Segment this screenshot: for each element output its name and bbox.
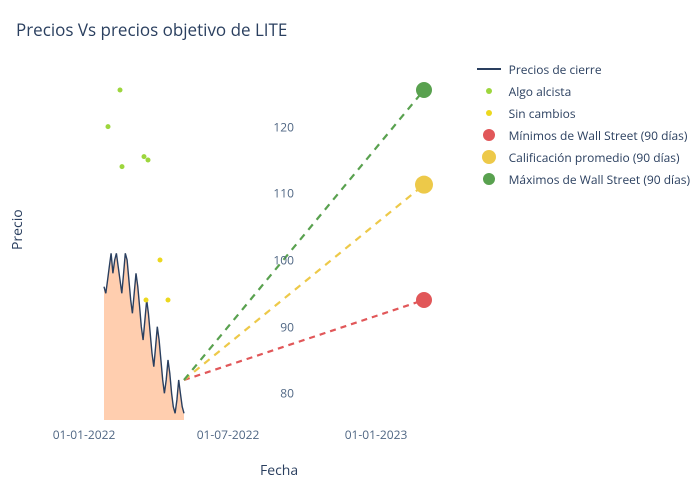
legend-swatch — [475, 84, 503, 98]
legend-item: Sin cambios — [475, 104, 690, 122]
legend-label: Algo alcista — [509, 83, 572, 100]
legend-swatch — [475, 62, 503, 76]
projection-min — [184, 300, 424, 380]
legend-label: Precios de cierre — [509, 61, 602, 78]
projection-avg — [184, 185, 424, 380]
x-tick: 01-07-2022 — [197, 426, 260, 443]
legend-swatch — [475, 106, 503, 120]
target-dot-max — [416, 82, 432, 98]
scatter-bullish — [118, 88, 123, 93]
legend: Precios de cierre Algo alcista Sin cambios… — [475, 60, 690, 192]
legend-swatch — [475, 128, 503, 142]
legend-item: Calificación promedio (90 días) — [475, 148, 690, 166]
y-axis-label: Precio — [8, 209, 27, 250]
target-dot-min — [416, 292, 432, 308]
y-tick: 90 — [280, 318, 294, 335]
legend-swatch — [475, 172, 503, 186]
scatter-bullish — [106, 124, 111, 129]
legend-item: Precios de cierre — [475, 60, 690, 78]
legend-label: Mínimos de Wall Street (90 días) — [509, 127, 688, 144]
x-tick: 01-01-2022 — [53, 426, 116, 443]
scatter-bullish — [142, 154, 147, 159]
chart-svg — [60, 60, 460, 420]
scatter-bullish — [120, 164, 125, 169]
x-tick: 01-01-2023 — [345, 426, 408, 443]
scatter-unchanged — [144, 298, 149, 303]
legend-swatch — [475, 150, 503, 164]
legend-item: Algo alcista — [475, 82, 690, 100]
chart-title: Precios Vs precios objetivo de LITE — [16, 18, 287, 41]
legend-label: Máximos de Wall Street (90 días) — [509, 171, 690, 188]
y-tick: 80 — [280, 385, 294, 402]
projection-max — [184, 90, 424, 380]
legend-label: Calificación promedio (90 días) — [509, 149, 680, 166]
legend-label: Sin cambios — [509, 105, 576, 122]
plot-area — [60, 60, 460, 420]
y-tick: 110 — [273, 185, 294, 202]
scatter-unchanged — [166, 298, 171, 303]
target-dot-avg — [415, 176, 433, 194]
legend-item: Máximos de Wall Street (90 días) — [475, 170, 690, 188]
legend-item: Mínimos de Wall Street (90 días) — [475, 126, 690, 144]
y-tick: 100 — [273, 252, 294, 269]
x-axis-label: Fecha — [260, 461, 298, 480]
scatter-bullish — [146, 158, 151, 163]
y-tick: 120 — [273, 118, 294, 135]
scatter-unchanged — [158, 258, 163, 263]
